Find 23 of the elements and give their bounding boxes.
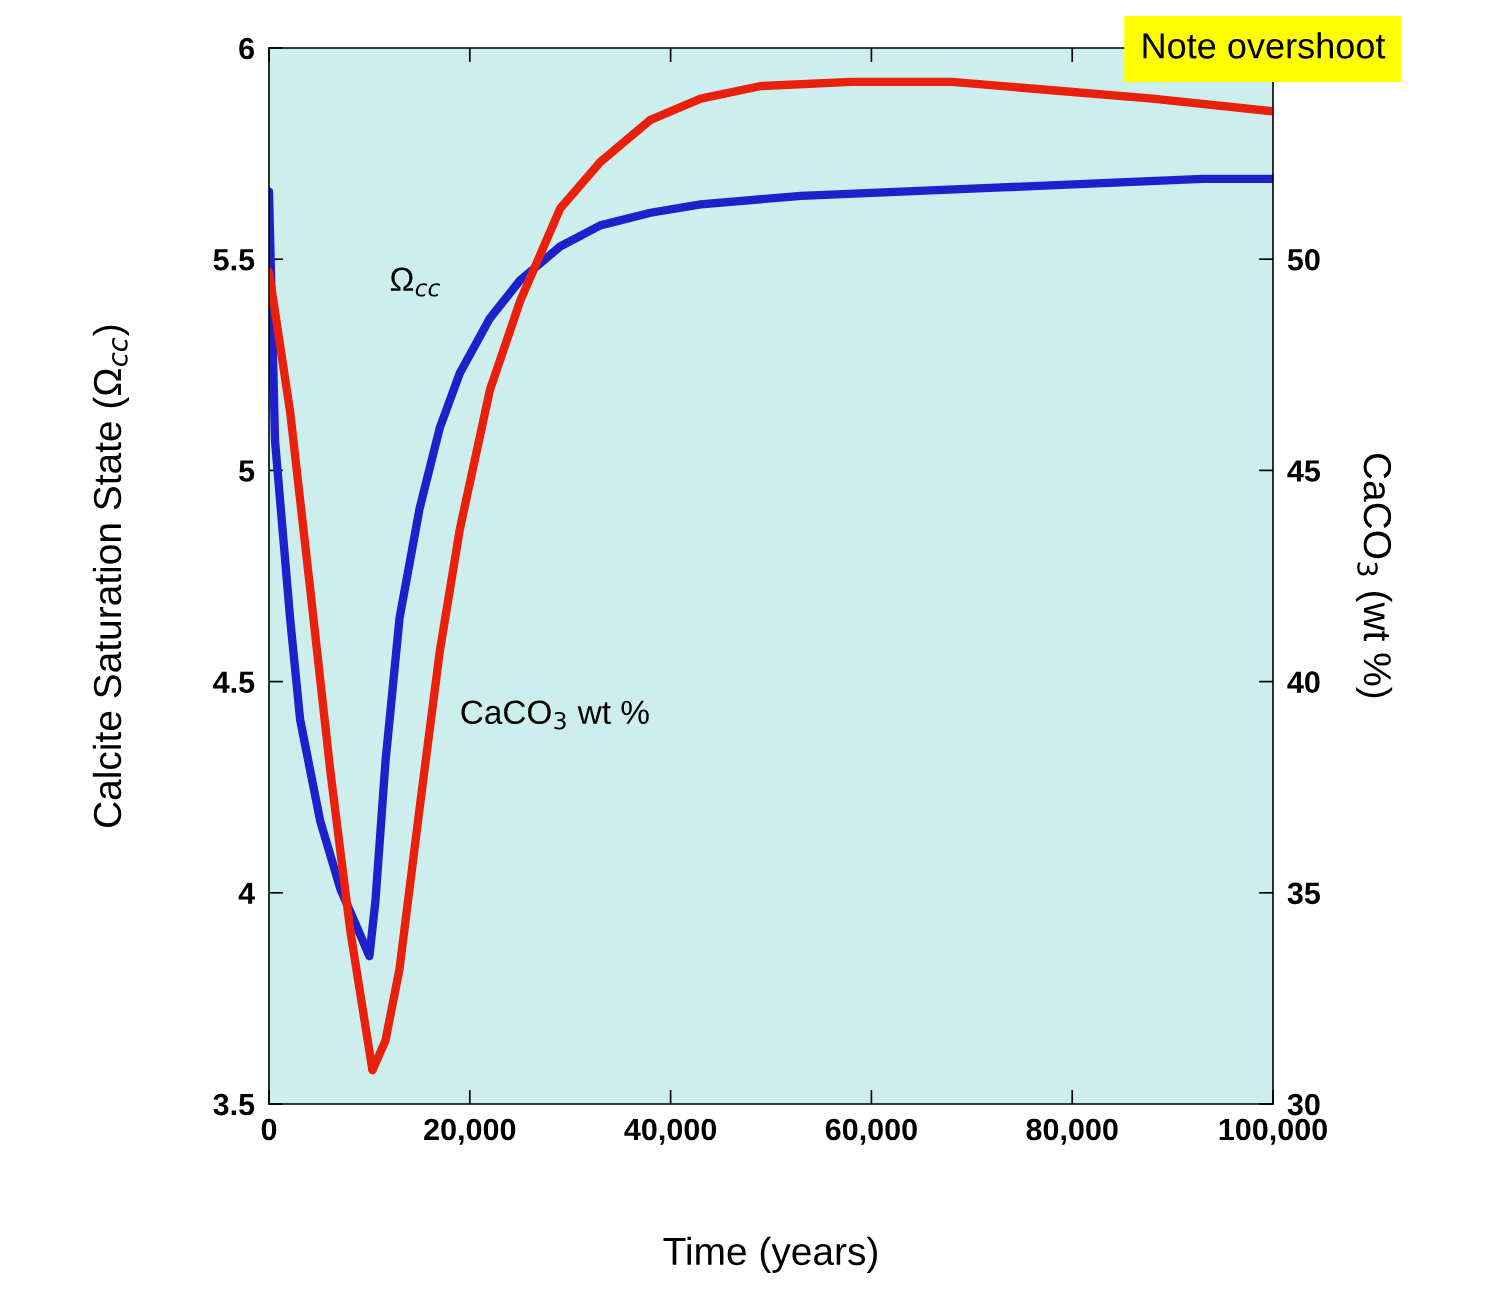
y2-tick-label: 35 [1287, 882, 1321, 905]
y2-tick-label: 30 [1287, 1093, 1320, 1116]
y2-axis-title: CaCO$_{3}$ (wt %) [1355, 453, 1393, 698]
y-tick-label: 4.5 [213, 671, 255, 693]
x-tick-label: 60,000 [825, 1118, 917, 1145]
annotation: Note overshoot [1143, 32, 1386, 59]
y-tick-label: 5.5 [213, 249, 255, 271]
x-tick-label: 20,000 [424, 1118, 516, 1145]
y-axis-title: Calcite Saturation State (Ω$_{cc}$) [92, 325, 129, 827]
series-label: Ω$_{cc}$ [390, 267, 441, 297]
x-tick-label: 0 [261, 1118, 277, 1141]
series-label: CaCO$_{3}$ wt % [461, 700, 649, 730]
y2-tick-label: 50 [1287, 248, 1320, 271]
x-tick-label: 80,000 [1026, 1118, 1118, 1145]
y2-tick-label: 40 [1287, 671, 1320, 693]
y-tick-label: 3.5 [213, 1093, 255, 1116]
y-tick-label: 6 [239, 37, 255, 60]
y2-tick-label: 45 [1287, 460, 1321, 482]
y-tick-label: 4 [238, 882, 255, 904]
x-tick-label: 40,000 [624, 1118, 717, 1145]
x-axis-title: Time (years) [663, 1236, 877, 1273]
y-tick-label: 5 [239, 460, 255, 482]
x-tick-label: 100,000 [1219, 1118, 1327, 1145]
